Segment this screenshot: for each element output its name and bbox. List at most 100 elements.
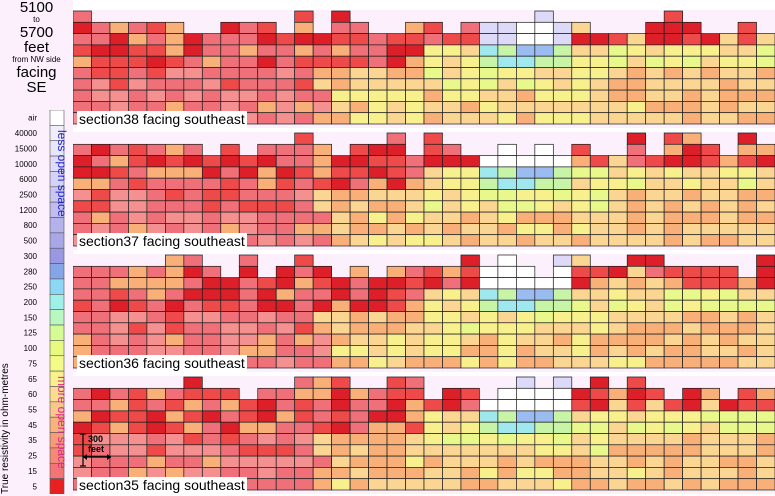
heatmap-cell — [571, 166, 591, 179]
heatmap-cell — [349, 421, 369, 434]
heatmap-cell — [552, 345, 573, 358]
heatmap-cell — [719, 67, 739, 80]
heatmap-cell — [73, 55, 92, 68]
heatmap-cell — [423, 311, 443, 324]
heatmap-cell — [294, 254, 314, 267]
heatmap-cell — [91, 311, 111, 324]
heatmap-cell — [312, 189, 332, 202]
heatmap-cell — [700, 311, 720, 324]
heatmap-cell — [275, 345, 296, 358]
heatmap-cell — [405, 21, 425, 34]
heatmap-cell — [165, 166, 185, 179]
heatmap-cell — [737, 478, 757, 491]
heatmap-cell — [312, 166, 332, 179]
heatmap-cell — [479, 444, 499, 457]
heatmap-cell — [552, 455, 573, 468]
heatmap-cell — [146, 177, 166, 190]
heatmap-cell — [479, 89, 499, 102]
heatmap-cell — [552, 322, 573, 335]
legend-swatch — [49, 294, 65, 310]
heatmap-cell — [497, 89, 517, 102]
heatmap-cell — [479, 288, 499, 301]
heatmap-cell — [756, 55, 775, 68]
heatmap-cell — [682, 433, 702, 446]
heatmap-cell — [128, 78, 148, 91]
heatmap-cell — [626, 211, 647, 224]
legend-label: 40000 — [15, 129, 38, 138]
heatmap-cell — [756, 265, 775, 278]
heatmap-cell — [719, 166, 739, 179]
heatmap-cell — [91, 166, 111, 179]
heatmap-cell — [479, 421, 499, 434]
heatmap-cell — [386, 376, 406, 389]
heatmap-cell — [589, 234, 610, 247]
heatmap-cell — [109, 143, 129, 156]
legend-swatch — [49, 355, 65, 372]
heatmap-cell — [626, 33, 647, 46]
heatmap-cell — [294, 143, 314, 156]
heatmap-cell — [257, 101, 277, 114]
heatmap-cell — [91, 67, 111, 80]
heatmap-cell — [368, 277, 388, 290]
legend-label: 35 — [28, 436, 37, 445]
heatmap-cell — [257, 467, 277, 480]
heatmap-cell — [146, 322, 166, 335]
heatmap-cell — [405, 311, 425, 324]
heatmap-cell — [663, 288, 683, 301]
heatmap-cell — [109, 299, 129, 312]
heatmap-cell — [257, 433, 277, 446]
heatmap-cell — [109, 410, 129, 423]
heatmap-cell — [626, 387, 647, 400]
heatmap-cell — [257, 189, 277, 202]
heatmap-cell — [128, 200, 148, 213]
heatmap-cell — [552, 112, 573, 125]
heatmap-cell — [737, 467, 757, 480]
heatmap-cell — [534, 78, 554, 91]
heatmap-cell — [682, 322, 702, 335]
heatmap-cell — [516, 333, 536, 346]
heatmap-cell — [368, 387, 388, 400]
heatmap-cell — [442, 211, 462, 224]
heatmap-cell — [423, 478, 443, 491]
heatmap-cell — [682, 444, 702, 457]
heatmap-cell — [165, 89, 185, 102]
heatmap-cell — [700, 455, 720, 468]
heatmap-cell — [442, 78, 462, 91]
heatmap-cell — [386, 101, 406, 114]
heatmap-cell — [589, 166, 610, 179]
heatmap-cell — [663, 112, 683, 125]
heatmap-cell — [516, 345, 536, 358]
heatmap-cell — [183, 322, 203, 335]
heatmap-cell — [663, 433, 683, 446]
heatmap-cell — [257, 421, 277, 434]
heatmap-cell — [663, 132, 683, 145]
heatmap-cell — [516, 101, 536, 114]
heatmap-cell — [183, 421, 203, 434]
heatmap-cell — [349, 478, 369, 491]
heatmap-cell — [386, 265, 406, 278]
legend-label: 125 — [24, 329, 38, 338]
heatmap-cell — [442, 112, 462, 125]
heatmap-cell — [257, 55, 277, 68]
heatmap-cell — [700, 155, 720, 168]
legend-label: 6000 — [19, 175, 37, 184]
heatmap-cell — [460, 478, 480, 491]
heatmap-cell — [201, 322, 222, 335]
heatmap-cell — [589, 356, 610, 369]
heatmap-cell — [756, 101, 775, 114]
heatmap-cell — [73, 189, 92, 202]
heatmap-cell — [183, 299, 203, 312]
heatmap-cell — [257, 200, 277, 213]
heatmap-cell — [479, 399, 499, 412]
heatmap-cell — [128, 55, 148, 68]
heatmap-cell — [368, 89, 388, 102]
heatmap-cell — [294, 399, 314, 412]
heatmap-cell — [405, 155, 425, 168]
heatmap-cell — [201, 277, 222, 290]
heatmap-cell — [349, 211, 369, 224]
heatmap-cell — [275, 78, 296, 91]
heatmap-cell — [368, 223, 388, 236]
heatmap-cell — [146, 433, 166, 446]
heatmap-cell — [146, 265, 166, 278]
heatmap-cell — [737, 166, 757, 179]
